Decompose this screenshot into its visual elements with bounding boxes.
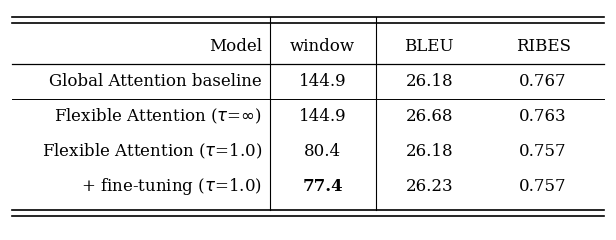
Text: 144.9: 144.9 bbox=[299, 73, 347, 90]
Text: 77.4: 77.4 bbox=[302, 178, 343, 195]
Text: + fine-tuning ($\tau$=1.0): + fine-tuning ($\tau$=1.0) bbox=[81, 176, 262, 197]
Text: 144.9: 144.9 bbox=[299, 108, 347, 125]
Text: Flexible Attention ($\tau$=1.0): Flexible Attention ($\tau$=1.0) bbox=[42, 142, 262, 161]
Text: BLEU: BLEU bbox=[405, 38, 454, 55]
Text: Global Attention baseline: Global Attention baseline bbox=[49, 73, 262, 90]
Text: 26.18: 26.18 bbox=[405, 143, 453, 160]
Text: window: window bbox=[290, 38, 355, 55]
Text: 26.18: 26.18 bbox=[405, 73, 453, 90]
Text: 80.4: 80.4 bbox=[304, 143, 341, 160]
Text: 0.767: 0.767 bbox=[519, 73, 567, 90]
Text: Model: Model bbox=[209, 38, 262, 55]
Text: 26.68: 26.68 bbox=[405, 108, 453, 125]
Text: Flexible Attention ($\tau$=$\infty$): Flexible Attention ($\tau$=$\infty$) bbox=[54, 107, 262, 126]
Text: 0.757: 0.757 bbox=[519, 143, 567, 160]
Text: 26.23: 26.23 bbox=[405, 178, 453, 195]
Text: RIBES: RIBES bbox=[516, 38, 570, 55]
Text: 0.763: 0.763 bbox=[519, 108, 567, 125]
Text: 0.757: 0.757 bbox=[519, 178, 567, 195]
